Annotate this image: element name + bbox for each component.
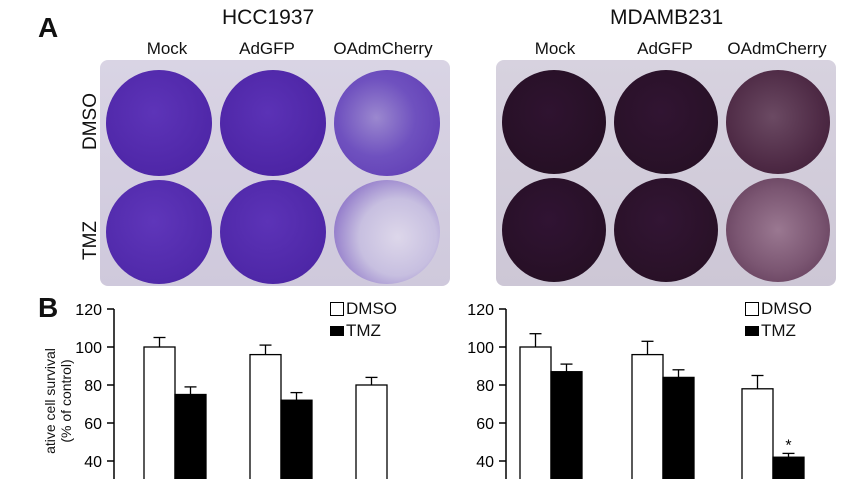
bar-dmso-mock — [143, 346, 176, 479]
legend-right: DMSO TMZ — [745, 298, 812, 342]
legend-swatch-dmso — [330, 302, 344, 316]
well-hcc-dmso-mock — [106, 70, 212, 176]
well-mda-tmz-mock — [502, 178, 606, 282]
well-mda-tmz-oadmcherry — [726, 178, 830, 282]
bar-dmso-mock — [519, 346, 552, 479]
bar-tmz-oadmcherry — [772, 456, 805, 479]
y-tick-label: 60 — [84, 416, 102, 433]
bar-dmso-oadmcherry — [355, 384, 388, 479]
mda-col-adgfp: AdGFP — [637, 39, 693, 58]
bar-tmz-adgfp — [662, 376, 695, 479]
legend-swatch-dmso — [745, 302, 759, 316]
hcc1937-title: HCC1937 — [222, 6, 315, 29]
legend-swatch-tmz — [745, 326, 759, 336]
well-hcc-tmz-mock — [106, 180, 212, 284]
bar-dmso-adgfp — [631, 353, 664, 479]
well-hcc-tmz-oadmcherry — [334, 180, 440, 284]
legend-label-tmz: TMZ — [346, 321, 381, 340]
legend-left: DMSO TMZ — [330, 298, 397, 342]
hcc1937-plate-photo — [100, 60, 450, 286]
bar-dmso-oadmcherry — [741, 388, 774, 479]
well-hcc-tmz-adgfp — [220, 180, 326, 284]
legend-label-tmz: TMZ — [761, 321, 796, 340]
y-tick-label: 40 — [476, 454, 494, 471]
y-tick-label: 120 — [467, 302, 494, 319]
y-axis-label-line1: ative cell survival — [42, 348, 58, 454]
well-mda-dmso-mock — [502, 70, 606, 174]
bar-dmso-adgfp — [249, 353, 282, 479]
hcc-col-adgfp: AdGFP — [239, 39, 295, 58]
legend-swatch-tmz — [330, 326, 344, 336]
bar-tmz-mock — [174, 393, 207, 479]
well-mda-dmso-oadmcherry — [726, 70, 830, 174]
bar-tmz-mock — [550, 371, 583, 479]
y-tick-label: 60 — [476, 416, 494, 433]
bar-tmz-adgfp — [280, 399, 313, 479]
hcc-col-mock: Mock — [146, 39, 188, 58]
mda-col-oadmcherry: OAdmCherry — [727, 39, 827, 58]
panel-b-letter: B — [38, 292, 59, 323]
legend-label-dmso: DMSO — [761, 299, 812, 318]
row-label-dmso: DMSO — [80, 93, 101, 150]
well-mda-dmso-adgfp — [614, 70, 718, 174]
row-label-tmz: TMZ — [80, 220, 101, 260]
mdamb231-title: MDAMB231 — [610, 6, 724, 29]
legend-label-dmso: DMSO — [346, 299, 397, 318]
significance-asterisk: * — [785, 437, 791, 454]
y-tick-label: 120 — [75, 302, 102, 319]
well-hcc-dmso-oadmcherry — [334, 70, 440, 176]
y-tick-label: 40 — [84, 454, 102, 471]
hcc-col-oadmcherry: OAdmCherry — [333, 39, 433, 58]
y-tick-label: 80 — [476, 378, 494, 395]
survival-chart-hcc1937: 40 60 80 100 120 — [75, 302, 388, 479]
panel-a-letter: A — [38, 12, 59, 43]
y-tick-label: 100 — [467, 340, 494, 357]
well-mda-tmz-adgfp — [614, 178, 718, 282]
mdamb231-plate-photo — [496, 60, 836, 286]
survival-chart-mdamb231: 40 60 80 100 120 * — [467, 302, 805, 479]
mda-col-mock: Mock — [534, 39, 576, 58]
well-hcc-dmso-adgfp — [220, 70, 326, 176]
y-tick-label: 80 — [84, 378, 102, 395]
y-tick-label: 100 — [75, 340, 102, 357]
